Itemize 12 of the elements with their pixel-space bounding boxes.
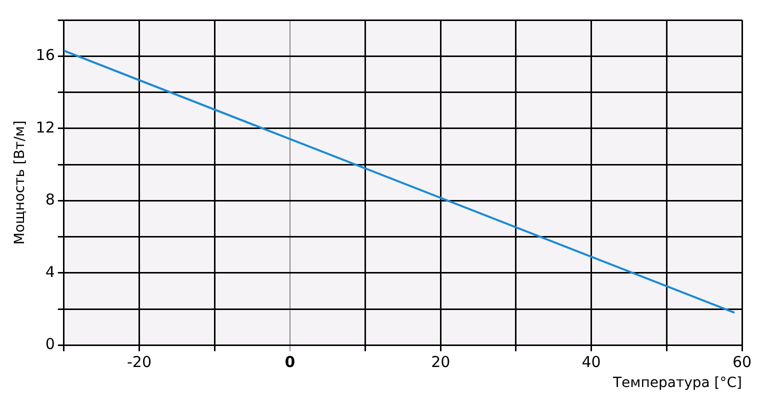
x-tick-label: 20	[431, 353, 450, 372]
y-tick-label: 4	[45, 262, 55, 281]
y-tick-label: 8	[45, 190, 55, 209]
y-axis-title: Мощность [Вт/м]	[12, 120, 28, 245]
y-tick-label: 12	[36, 118, 55, 136]
x-axis-title: Температура [°C]	[612, 375, 742, 392]
x-tick-label: -20	[126, 353, 152, 372]
x-tick-label: 60	[732, 353, 752, 372]
x-tick-label: 0	[284, 353, 296, 372]
y-tick-label: 0	[45, 335, 55, 354]
y-tick-label: 16	[36, 46, 55, 64]
x-tick-label: 40	[582, 353, 601, 372]
